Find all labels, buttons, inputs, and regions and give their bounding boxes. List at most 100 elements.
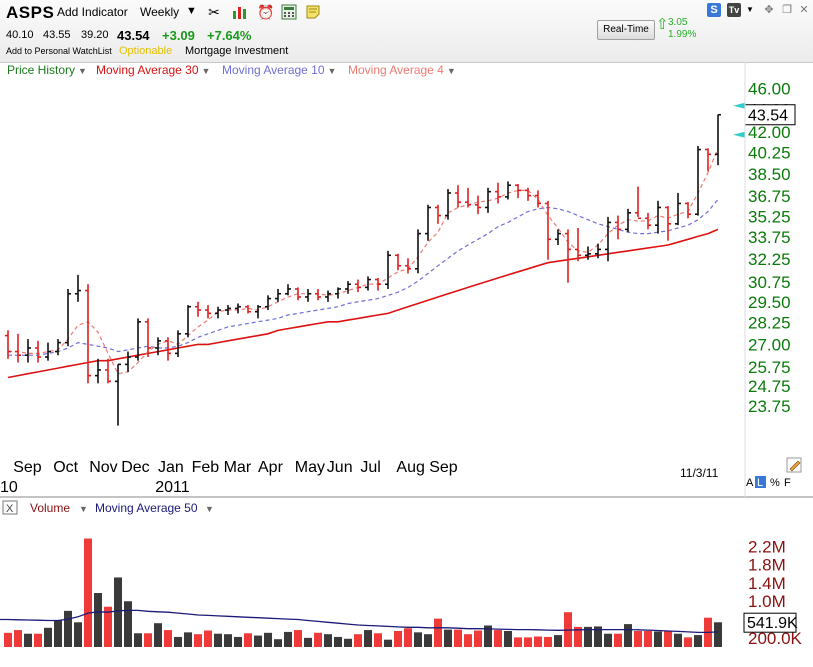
close-icon[interactable]: ✕ bbox=[799, 4, 809, 16]
volume-bar[interactable] bbox=[324, 634, 332, 647]
volume-bar[interactable] bbox=[104, 606, 112, 647]
legend-ma10[interactable]: Moving Average 10 ▼ bbox=[222, 63, 336, 77]
add-indicator-button[interactable]: Add Indicator bbox=[57, 5, 128, 19]
volume-bar[interactable] bbox=[364, 630, 372, 647]
price-bar[interactable] bbox=[565, 229, 571, 283]
price-bar[interactable] bbox=[285, 284, 291, 296]
chevron-down-icon[interactable]: ▼ bbox=[205, 504, 214, 514]
volume-bar[interactable] bbox=[474, 630, 482, 647]
volume-bar[interactable] bbox=[344, 638, 352, 647]
price-bar[interactable] bbox=[385, 250, 391, 289]
volume-bar[interactable] bbox=[214, 633, 222, 647]
price-bar[interactable] bbox=[75, 274, 81, 302]
scissors-icon[interactable]: ✂ bbox=[208, 4, 220, 20]
volume-bar[interactable] bbox=[234, 636, 242, 647]
volume-bar[interactable] bbox=[124, 601, 132, 647]
price-bar[interactable] bbox=[535, 190, 541, 208]
chevron-down-icon[interactable]: ▼ bbox=[78, 66, 87, 76]
price-bar[interactable] bbox=[675, 192, 681, 226]
price-bar[interactable] bbox=[305, 288, 311, 302]
volume-bar[interactable] bbox=[14, 630, 22, 647]
volume-bar[interactable] bbox=[424, 634, 432, 647]
volume-bar[interactable] bbox=[44, 627, 52, 647]
volume-bar[interactable] bbox=[594, 626, 602, 647]
price-bar[interactable] bbox=[625, 208, 631, 233]
price-bar[interactable] bbox=[555, 229, 561, 246]
scale-auto-button[interactable]: A bbox=[746, 477, 754, 489]
scale-percent-button[interactable]: % bbox=[770, 477, 780, 489]
volume-bar[interactable] bbox=[494, 630, 502, 647]
price-bar[interactable] bbox=[245, 305, 251, 314]
price-bar[interactable] bbox=[135, 318, 141, 361]
price-bar[interactable] bbox=[45, 342, 51, 361]
price-bar[interactable] bbox=[145, 318, 151, 358]
move-icon[interactable]: ✥ bbox=[764, 4, 774, 16]
volume-bar[interactable] bbox=[144, 633, 152, 647]
volume-bar[interactable] bbox=[4, 632, 12, 647]
price-bar[interactable] bbox=[295, 287, 301, 301]
chevron-down-icon[interactable]: ▼ bbox=[201, 66, 211, 76]
volume-bar[interactable] bbox=[684, 637, 692, 647]
volume-bar[interactable] bbox=[524, 637, 532, 647]
chevron-down-icon[interactable]: ▼ bbox=[327, 66, 337, 76]
volume-bar[interactable] bbox=[674, 633, 682, 647]
volume-bar[interactable] bbox=[534, 636, 542, 647]
volume-bar[interactable] bbox=[154, 623, 162, 647]
volume-bar[interactable] bbox=[334, 636, 342, 647]
volume-bar[interactable] bbox=[54, 619, 62, 647]
volume-bar[interactable] bbox=[254, 635, 262, 647]
volume-bar[interactable] bbox=[304, 637, 312, 647]
volume-bar[interactable] bbox=[134, 633, 142, 647]
volume-bar[interactable] bbox=[464, 634, 472, 647]
price-bar[interactable] bbox=[185, 305, 191, 338]
price-bar[interactable] bbox=[315, 288, 321, 301]
price-bar[interactable] bbox=[405, 258, 411, 274]
price-bar[interactable] bbox=[175, 330, 181, 358]
note-icon[interactable] bbox=[305, 4, 321, 20]
price-bar[interactable] bbox=[105, 358, 111, 384]
volume-bar[interactable] bbox=[514, 637, 522, 647]
volume-bar[interactable] bbox=[394, 630, 402, 647]
price-bar[interactable] bbox=[195, 301, 201, 317]
price-bar[interactable] bbox=[425, 204, 431, 241]
close-volume-icon[interactable] bbox=[2, 500, 18, 515]
price-bar[interactable] bbox=[345, 281, 351, 294]
price-bar[interactable] bbox=[505, 181, 511, 200]
price-bar[interactable] bbox=[335, 287, 341, 299]
volume-bar[interactable] bbox=[444, 629, 452, 647]
volume-bar[interactable] bbox=[284, 631, 292, 647]
volume-bar[interactable] bbox=[624, 624, 632, 647]
price-bar[interactable] bbox=[605, 216, 611, 262]
price-bar[interactable] bbox=[465, 187, 471, 208]
volume-bar[interactable] bbox=[34, 633, 42, 647]
volume-bar[interactable] bbox=[274, 639, 282, 647]
price-bar[interactable] bbox=[65, 288, 71, 347]
price-bar[interactable] bbox=[85, 284, 91, 384]
price-bar[interactable] bbox=[165, 337, 171, 361]
price-bar[interactable] bbox=[715, 113, 721, 166]
scale-fit-button[interactable]: F bbox=[784, 477, 791, 489]
price-bar[interactable] bbox=[205, 305, 211, 319]
price-bar[interactable] bbox=[435, 204, 441, 224]
legend-ma30[interactable]: Moving Average 30 ▼ bbox=[96, 63, 210, 77]
price-bar[interactable] bbox=[665, 206, 671, 241]
volume-bar[interactable] bbox=[554, 635, 562, 647]
price-bar[interactable] bbox=[615, 215, 621, 240]
symbol-label[interactable]: ASPS bbox=[6, 3, 55, 22]
price-bar[interactable] bbox=[155, 337, 161, 356]
price-bar[interactable] bbox=[115, 363, 121, 426]
price-bar[interactable] bbox=[525, 187, 531, 201]
volume-bar[interactable] bbox=[454, 629, 462, 647]
price-bar[interactable] bbox=[645, 212, 651, 230]
volume-bar[interactable] bbox=[264, 632, 272, 647]
volume-bar[interactable] bbox=[94, 592, 102, 647]
price-bar[interactable] bbox=[55, 339, 61, 356]
price-bar[interactable] bbox=[25, 339, 31, 363]
price-bar[interactable] bbox=[475, 195, 481, 215]
volume-bar[interactable] bbox=[614, 633, 622, 647]
calculator-icon[interactable] bbox=[281, 4, 297, 20]
volume-bar[interactable] bbox=[654, 631, 662, 647]
volume-bar[interactable] bbox=[694, 635, 702, 647]
volume-bar[interactable] bbox=[64, 610, 72, 647]
scale-log-button[interactable]: L bbox=[757, 477, 763, 489]
